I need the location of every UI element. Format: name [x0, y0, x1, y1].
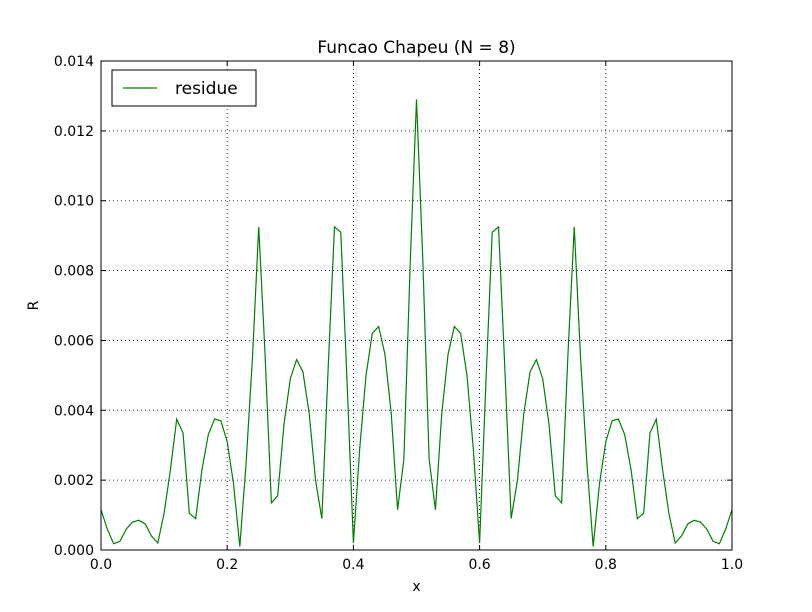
y-tick-label: 0.004	[54, 403, 94, 419]
y-tick-label: 0.008	[54, 264, 94, 280]
y-axis-label: R	[26, 300, 42, 310]
x-tick-label: 0.4	[342, 557, 364, 573]
y-tick-label: 0.006	[54, 333, 94, 349]
y-tick-label: 0.000	[54, 543, 94, 559]
series-layer	[100, 99, 733, 547]
legend-label-residue: residue	[175, 79, 238, 99]
grid	[101, 61, 732, 550]
y-tick-label: 0.010	[54, 194, 94, 210]
x-axis-label: x	[412, 579, 420, 595]
y-tick-label: 0.014	[54, 54, 94, 70]
y-tick-label: 0.012	[54, 124, 94, 140]
x-tick-label: 1.0	[721, 557, 743, 573]
x-tick-label: 0.0	[90, 557, 112, 573]
legend: residue	[111, 69, 257, 107]
x-tick-label: 0.8	[595, 557, 617, 573]
x-tick-label: 0.2	[216, 557, 238, 573]
x-tick-label: 0.6	[468, 557, 490, 573]
plot-frame	[100, 60, 733, 551]
chart-title: Funcao Chapeu (N = 8)	[317, 38, 515, 58]
series-line-residue	[100, 99, 733, 547]
ticks: 0.0 0.2 0.4 0.6 0.8 1.0 0.000 0.002 0.004 0.006 0.…	[54, 54, 743, 573]
y-tick-label: 0.002	[54, 473, 94, 489]
